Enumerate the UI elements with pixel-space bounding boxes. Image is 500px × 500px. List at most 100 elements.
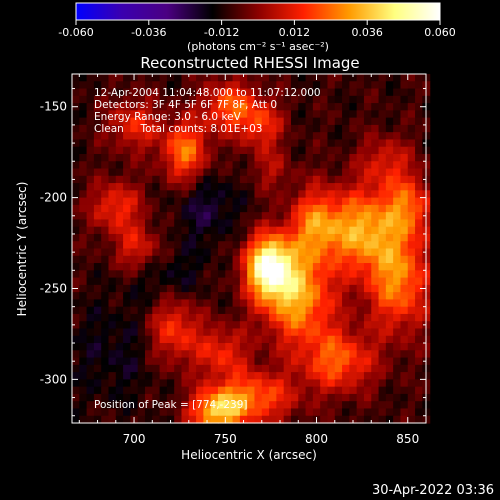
heatmap-cell [86, 357, 95, 366]
heatmap-cell [239, 117, 248, 126]
heatmap-cell [225, 350, 234, 359]
heatmap-cell [385, 306, 394, 315]
heatmap-cell [101, 415, 110, 424]
heatmap-cell [320, 110, 329, 119]
heatmap-cell [86, 153, 95, 162]
heatmap-cell [371, 117, 380, 126]
heatmap-cell [385, 190, 394, 199]
heatmap-cell [203, 81, 212, 90]
heatmap-cell [334, 270, 343, 279]
heatmap-cell [363, 139, 372, 148]
heatmap-cell [400, 386, 409, 395]
heatmap-cell [378, 95, 387, 104]
heatmap-cell [393, 226, 402, 235]
heatmap-cell [174, 117, 183, 126]
heatmap-cell [247, 139, 256, 148]
heatmap-cell [269, 161, 277, 170]
heatmap-cell [232, 88, 241, 97]
heatmap-cell [188, 146, 197, 155]
heatmap-cell [93, 328, 102, 337]
heatmap-cell [393, 306, 402, 315]
heatmap-cell [144, 270, 153, 279]
heatmap-cell [101, 139, 110, 148]
heatmap-cell [276, 408, 285, 417]
heatmap-cell [166, 408, 175, 417]
heatmap-cell [312, 335, 321, 344]
heatmap-cell [298, 299, 307, 308]
heatmap-cell [400, 226, 409, 235]
heatmap-cell [393, 321, 402, 330]
heatmap-cell [130, 132, 139, 141]
heatmap-cell [334, 292, 343, 300]
heatmap-cell [290, 393, 299, 402]
heatmap-cell [349, 343, 358, 351]
heatmap-cell [159, 372, 168, 380]
heatmap-cell [298, 350, 307, 359]
heatmap-cell [407, 277, 416, 286]
heatmap-cell [254, 372, 263, 380]
heatmap-cell [159, 219, 168, 228]
heatmap-cell [232, 103, 241, 111]
heatmap-cell [269, 364, 277, 373]
heatmap-cell [101, 161, 110, 170]
heatmap-cell [269, 415, 277, 424]
heatmap-cell [385, 161, 394, 170]
heatmap-cell [371, 321, 380, 330]
heatmap-cell [93, 197, 102, 206]
heatmap-cell [144, 183, 153, 191]
heatmap-cell [371, 139, 380, 148]
heatmap-cell [210, 343, 219, 351]
heatmap-cell [290, 153, 299, 162]
heatmap-cell [196, 226, 204, 235]
heatmap-cell [363, 103, 372, 111]
heatmap-cell [254, 81, 263, 90]
heatmap-cell [188, 255, 197, 264]
heatmap-cell [378, 88, 387, 97]
heatmap-cell [137, 393, 146, 402]
heatmap-cell [159, 88, 168, 97]
annotation-detectors: Detectors: 3F 4F 5F 6F 7F 8F, Att 0 [94, 99, 277, 111]
heatmap-cell [334, 255, 343, 264]
heatmap-cell [144, 306, 153, 315]
heatmap-cell [356, 197, 365, 206]
heatmap-cell [247, 74, 256, 82]
heatmap-cell [225, 204, 234, 213]
heatmap-cell [217, 299, 226, 308]
heatmap-cell [225, 226, 234, 235]
heatmap-cell [159, 161, 168, 170]
heatmap-cell [371, 88, 380, 97]
heatmap-cell [188, 103, 197, 111]
heatmap-cell [400, 248, 409, 257]
heatmap-cell [239, 175, 248, 184]
heatmap-cell [72, 88, 80, 97]
heatmap-cell [254, 197, 263, 206]
heatmap-cell [342, 139, 350, 148]
heatmap-cell [327, 183, 336, 191]
heatmap-cell [86, 146, 95, 155]
heatmap-cell [86, 219, 95, 228]
heatmap-cell [378, 124, 387, 133]
heatmap-cell [101, 175, 110, 184]
heatmap-cell [181, 415, 190, 424]
heatmap-cell [269, 350, 277, 359]
heatmap-cell [363, 204, 372, 213]
heatmap-cell [123, 95, 131, 104]
heatmap-cell [108, 335, 117, 344]
heatmap-cell [188, 153, 197, 162]
heatmap-cell [203, 168, 212, 177]
heatmap-cell [400, 255, 409, 264]
heatmap-cell [108, 350, 117, 359]
heatmap-cell [166, 81, 175, 90]
heatmap-cell [261, 175, 270, 184]
heatmap-cell [305, 183, 314, 191]
heatmap-cell [181, 379, 190, 388]
heatmap-cell [349, 350, 358, 359]
heatmap-cell [72, 408, 80, 417]
heatmap-cell [210, 415, 219, 424]
heatmap-cell [79, 175, 88, 184]
heatmap-cell [261, 270, 270, 279]
heatmap-cell [72, 335, 80, 344]
heatmap-cell [363, 241, 372, 250]
heatmap-cell [232, 350, 241, 359]
heatmap-cell [203, 153, 212, 162]
